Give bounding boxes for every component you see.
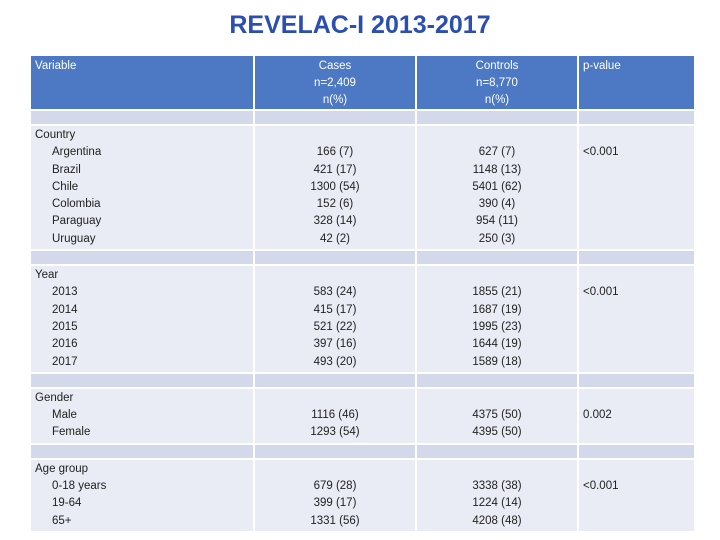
cases-cell: 583 (24) 415 (17) 521 (22) 397 (16) 493 … bbox=[255, 266, 415, 372]
category-label: Male bbox=[52, 409, 77, 422]
cases-value: 166 (7) bbox=[316, 146, 354, 159]
pvalue: <0.001 bbox=[583, 286, 619, 299]
cases-value: 397 (16) bbox=[313, 338, 357, 351]
group-gender: Gender Male Female 1116 (46) 1293 (54) 4… bbox=[31, 388, 694, 443]
controls-value: 627 (7) bbox=[478, 146, 516, 159]
cases-value: 679 (28) bbox=[313, 480, 357, 493]
results-table: Variable Cases n=2,409 n(%) Controls n=8… bbox=[29, 54, 696, 533]
cases-value: 399 (17) bbox=[313, 497, 357, 510]
cases-value: 328 (14) bbox=[313, 215, 357, 228]
group-label: Age group bbox=[35, 462, 89, 475]
cases-value: 583 (24) bbox=[313, 286, 357, 299]
cases-cell: 1116 (46) 1293 (54) bbox=[255, 388, 415, 443]
controls-value: 1589 (18) bbox=[472, 355, 522, 368]
controls-cell: 3338 (38) 1224 (14) 4208 (48) bbox=[417, 459, 577, 531]
category-label: 2014 bbox=[52, 303, 78, 316]
header-controls-line: n(%) bbox=[484, 94, 510, 106]
cases-value: 421 (17) bbox=[313, 163, 357, 176]
cases-cell: 166 (7) 421 (17) 1300 (54) 152 (6) 328 (… bbox=[255, 126, 415, 250]
header-cases-line: n(%) bbox=[322, 94, 348, 106]
cases-value: 493 (20) bbox=[313, 355, 357, 368]
controls-value: 1995 (23) bbox=[472, 320, 522, 333]
group-year: Year 2013 2014 2015 2016 2017 583 (24) 4… bbox=[31, 266, 694, 372]
controls-value: 3338 (38) bbox=[472, 480, 522, 493]
cases-value: 521 (22) bbox=[313, 320, 357, 333]
category-label: 19-64 bbox=[52, 497, 82, 510]
pvalue-cell: <0.001 bbox=[579, 459, 694, 531]
category-label: Argentina bbox=[52, 146, 102, 159]
pvalue-cell: <0.001 bbox=[579, 266, 694, 372]
cases-value: 1300 (54) bbox=[310, 180, 360, 193]
header-pvalue: p-value bbox=[579, 56, 694, 109]
spacer-row bbox=[31, 373, 694, 387]
controls-value: 4208 (48) bbox=[472, 514, 522, 527]
controls-value: 5401 (62) bbox=[472, 180, 522, 193]
pvalue-cell: 0.002 bbox=[579, 388, 694, 443]
category-label: 2016 bbox=[52, 338, 78, 351]
cases-value: 42 (2) bbox=[319, 232, 351, 245]
spacer-row bbox=[31, 111, 694, 124]
header-variable: Variable bbox=[31, 56, 253, 109]
category-label: Female bbox=[52, 426, 91, 439]
header-cases-line: Cases bbox=[318, 60, 352, 72]
spacer-row bbox=[31, 251, 694, 265]
pvalue: <0.001 bbox=[583, 480, 619, 493]
cases-value: 415 (17) bbox=[313, 303, 357, 316]
variable-cell: Gender Male Female bbox=[31, 388, 253, 443]
header-controls-line: Controls bbox=[475, 60, 519, 72]
pvalue-cell: <0.001 bbox=[579, 126, 694, 250]
page-title: REVELAC-I 2013-2017 bbox=[229, 11, 491, 39]
controls-cell: 627 (7) 1148 (13) 5401 (62) 390 (4) 954 … bbox=[417, 126, 577, 250]
controls-cell: 1855 (21) 1687 (19) 1995 (23) 1644 (19) … bbox=[417, 266, 577, 372]
variable-cell: Country Argentina Brazil Chile Colombia … bbox=[31, 126, 253, 250]
group-age: Age group 0-18 years 19-64 65+ 679 (28) … bbox=[31, 459, 694, 531]
cases-value: 1116 (46) bbox=[311, 409, 359, 422]
controls-value: 4395 (50) bbox=[472, 426, 522, 439]
controls-value: 1224 (14) bbox=[472, 497, 522, 510]
category-label: 0-18 years bbox=[52, 480, 107, 493]
category-label: 2015 bbox=[52, 320, 78, 333]
header-cases-line: n=2,409 bbox=[314, 77, 356, 89]
controls-value: 1855 (21) bbox=[472, 286, 522, 299]
category-label: Brazil bbox=[52, 163, 81, 176]
variable-cell: Year 2013 2014 2015 2016 2017 bbox=[31, 266, 253, 372]
category-label: 2017 bbox=[52, 355, 78, 368]
category-label: Uruguay bbox=[52, 232, 96, 245]
group-label: Year bbox=[35, 269, 59, 282]
table-header-row: Variable Cases n=2,409 n(%) Controls n=8… bbox=[31, 56, 694, 109]
controls-value: 954 (11) bbox=[476, 215, 518, 228]
cases-cell: 679 (28) 399 (17) 1331 (56) bbox=[255, 459, 415, 531]
controls-value: 250 (3) bbox=[478, 232, 516, 245]
group-label: Country bbox=[35, 129, 76, 141]
category-label: Colombia bbox=[52, 198, 101, 211]
pvalue: 0.002 bbox=[583, 409, 612, 422]
group-country: Country Argentina Brazil Chile Colombia … bbox=[31, 126, 694, 250]
category-label: 65+ bbox=[52, 514, 72, 527]
controls-value: 1148 (13) bbox=[472, 163, 522, 176]
variable-cell: Age group 0-18 years 19-64 65+ bbox=[31, 459, 253, 531]
controls-value: 4375 (50) bbox=[472, 409, 522, 422]
group-label: Gender bbox=[35, 391, 74, 404]
category-label: 2013 bbox=[52, 286, 78, 299]
header-controls-line: n=8,770 bbox=[476, 77, 518, 89]
pvalue: <0.001 bbox=[583, 146, 619, 159]
header-cases: Cases n=2,409 n(%) bbox=[255, 56, 415, 109]
category-label: Paraguay bbox=[52, 215, 102, 228]
spacer-row bbox=[31, 444, 694, 458]
controls-value: 1644 (19) bbox=[472, 338, 522, 351]
controls-cell: 4375 (50) 4395 (50) bbox=[417, 388, 577, 443]
controls-value: 1687 (19) bbox=[472, 303, 522, 316]
header-controls: Controls n=8,770 n(%) bbox=[417, 56, 577, 109]
category-label: Chile bbox=[52, 180, 79, 193]
cases-value: 1293 (54) bbox=[310, 426, 360, 439]
controls-value: 390 (4) bbox=[478, 198, 516, 211]
cases-value: 1331 (56) bbox=[310, 514, 360, 527]
cases-value: 152 (6) bbox=[316, 198, 354, 211]
